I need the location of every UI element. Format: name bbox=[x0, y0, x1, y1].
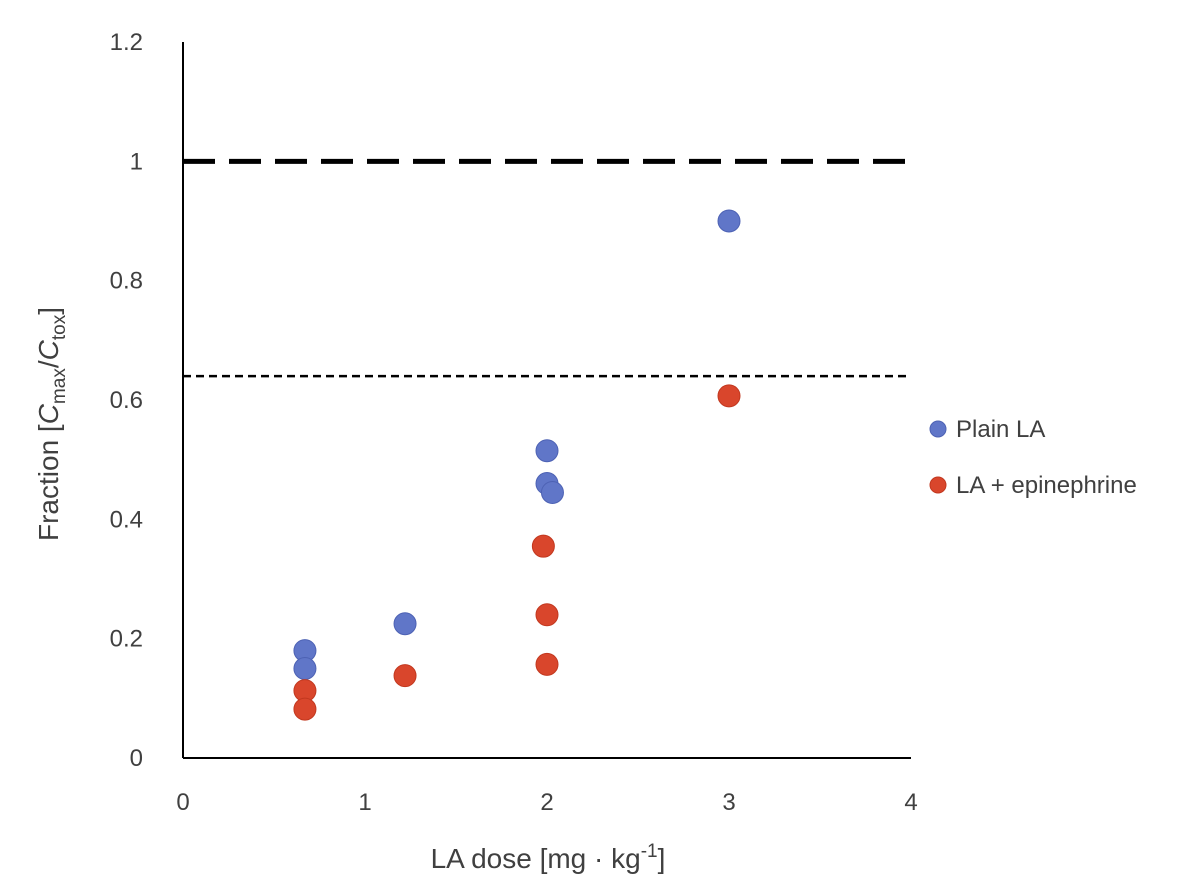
legend-label-la-epinephrine: LA + epinephrine bbox=[956, 472, 1137, 499]
y-tick-label: 0.4 bbox=[110, 506, 143, 533]
plain-la-point bbox=[293, 657, 317, 680]
x-tick-label: 3 bbox=[722, 789, 735, 816]
la-epinephrine-point bbox=[393, 664, 417, 688]
y-tick-label: 1.2 bbox=[110, 29, 143, 56]
la-epinephrine-point bbox=[717, 384, 741, 408]
y-axis-title: Fraction [Cmax/Ctox] bbox=[33, 307, 70, 541]
la-epinephrine-point bbox=[531, 534, 555, 558]
y-tick-label: 1 bbox=[130, 148, 143, 175]
legend: Plain LA LA + epinephrine bbox=[929, 416, 1137, 499]
la-epinephrine-point bbox=[535, 652, 559, 676]
x-axis-title: LA dose [mg · kg-1] bbox=[431, 841, 666, 874]
la-epinephrine-point bbox=[535, 603, 559, 627]
legend-marker-plain-la bbox=[929, 420, 947, 438]
x-tick-label: 1 bbox=[358, 789, 371, 816]
legend-marker-la-epinephrine bbox=[929, 476, 947, 494]
y-tick-label: 0.2 bbox=[110, 626, 143, 653]
plain-la-point bbox=[535, 439, 559, 463]
y-tick-label: 0.6 bbox=[110, 387, 143, 414]
x-tick-label: 0 bbox=[176, 789, 189, 816]
x-tick-labels: 0 1 2 3 4 bbox=[176, 789, 917, 816]
data-points bbox=[293, 209, 741, 721]
reference-lines bbox=[183, 158, 911, 378]
y-tick-label: 0.8 bbox=[110, 268, 143, 295]
x-tick-label: 4 bbox=[904, 789, 917, 816]
x-tick-label: 2 bbox=[540, 789, 553, 816]
legend-item-la-epinephrine: LA + epinephrine bbox=[929, 472, 1137, 499]
y-tick-labels: 0 0.2 0.4 0.6 0.8 1 1.2 bbox=[110, 29, 143, 772]
legend-label-plain-la: Plain LA bbox=[956, 416, 1045, 443]
plain-la-point bbox=[393, 612, 417, 636]
plain-la-point bbox=[717, 209, 741, 233]
y-tick-label: 0 bbox=[130, 745, 143, 772]
plain-la-point bbox=[540, 480, 564, 504]
la-epinephrine-point bbox=[293, 697, 317, 721]
legend-item-plain-la: Plain LA bbox=[929, 416, 1045, 443]
